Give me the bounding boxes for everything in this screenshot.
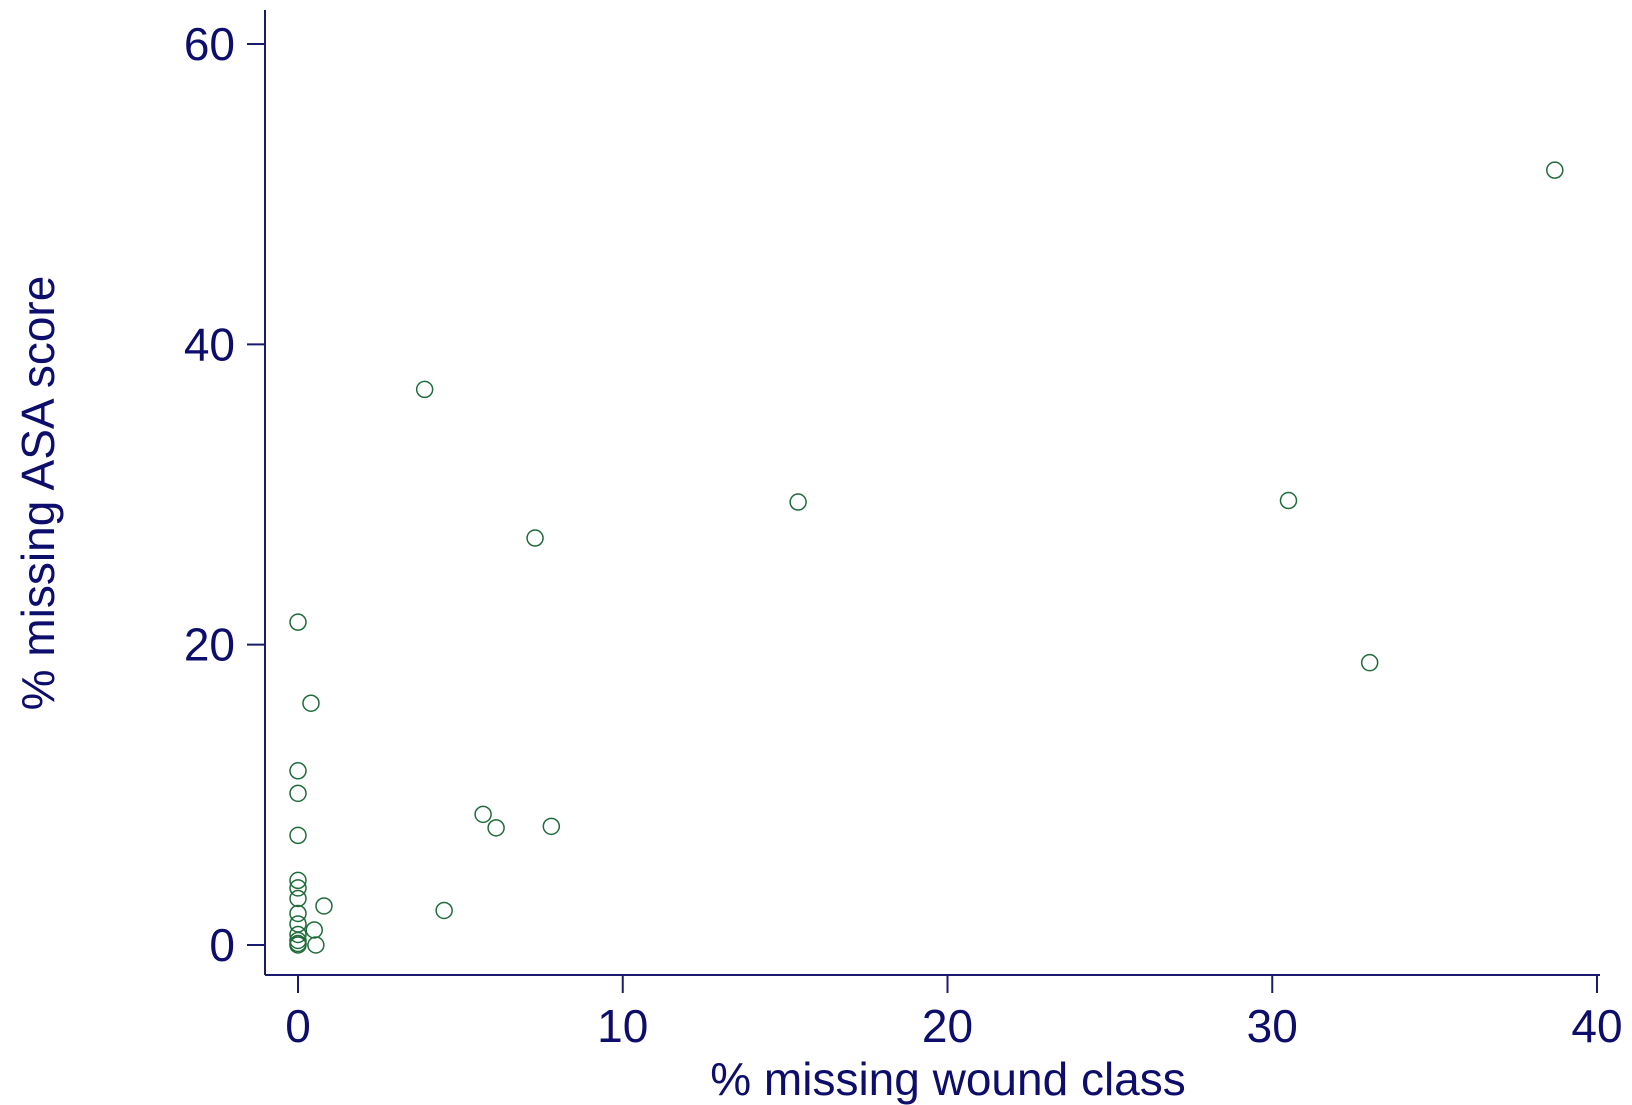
y-axis-ticks: 0 20 40 60 [184, 18, 265, 971]
data-point [289, 762, 307, 780]
data-point [289, 784, 307, 803]
data-point [289, 879, 307, 897]
data-point [542, 817, 561, 836]
data-point [415, 380, 434, 399]
y-tick-label: 60 [184, 18, 235, 70]
data-point [315, 897, 333, 915]
data-point [1546, 161, 1564, 179]
data-point [289, 613, 307, 631]
data-point [1279, 491, 1298, 510]
x-tick-label: 30 [1247, 1000, 1298, 1052]
data-points [289, 161, 1564, 954]
y-axis-title: % missing ASA score [12, 276, 64, 711]
x-axis-title: % missing wound class [710, 1053, 1186, 1105]
data-point [1360, 653, 1379, 672]
data-point [487, 819, 505, 837]
data-point [435, 901, 453, 920]
x-tick-label: 40 [1571, 1000, 1622, 1052]
data-point [289, 889, 307, 908]
data-point [474, 805, 492, 824]
data-point [305, 921, 323, 939]
axes [264, 10, 1600, 976]
x-tick-label: 0 [285, 1000, 311, 1052]
data-point [289, 826, 307, 845]
y-tick-label: 40 [184, 318, 235, 370]
x-tick-label: 10 [597, 1000, 648, 1052]
x-axis-ticks: 0 10 20 30 40 [285, 975, 1623, 1052]
data-point [526, 529, 544, 547]
x-tick-label: 20 [922, 1000, 973, 1052]
data-point [289, 904, 307, 923]
data-point [289, 925, 307, 944]
y-tick-label: 0 [209, 919, 235, 971]
data-point [289, 936, 307, 954]
data-point [289, 871, 307, 890]
data-point [307, 936, 325, 954]
data-point [789, 493, 807, 511]
data-point [302, 694, 320, 712]
y-tick-label: 20 [184, 619, 235, 671]
